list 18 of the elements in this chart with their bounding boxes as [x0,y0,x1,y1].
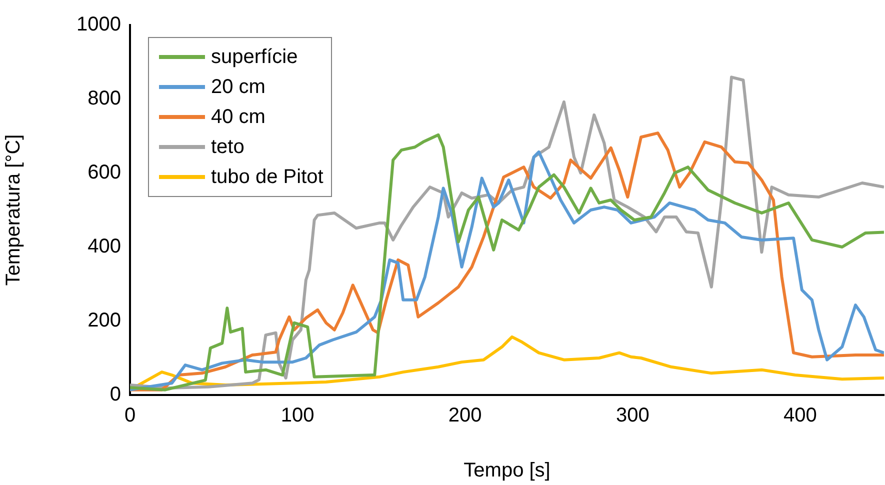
legend-label: 20 cm [211,76,266,98]
y-tick-label: 400 [88,236,121,258]
legend-label: teto [211,136,244,158]
y-tick-label: 600 [88,162,121,184]
y-tick-label: 200 [88,310,121,332]
x-tick-label: 400 [784,404,817,427]
y-tick-label: 1000 [76,14,121,36]
y-tick-label: 0 [110,384,121,406]
legend-label: 40 cm [211,106,266,128]
x-tick-label: 0 [124,404,136,427]
y-tick-label: 800 [88,88,121,110]
x-tick-label: 100 [280,404,314,427]
x-tick-label: 200 [448,404,482,427]
x-tick-label: 300 [616,404,650,427]
x-axis-title: Tempo [s] [464,460,550,482]
y-axis-title: Temperatura [°C] [2,134,25,286]
legend-label: superfície [211,46,298,68]
legend-label: tubo de Pitot [211,166,324,188]
